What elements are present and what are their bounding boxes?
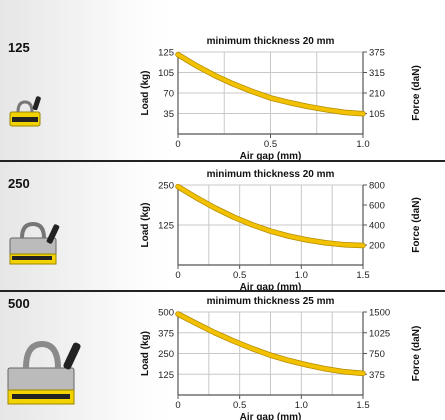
load-curve — [176, 52, 365, 116]
x-tick-label: 0 — [175, 400, 180, 411]
chart-title: minimum thickness 20 mm — [207, 36, 335, 47]
y-axis-label: Load (kg) — [140, 203, 151, 248]
chart-panel-125: 125 minimum thickness 20 mm 125 105 70 35 375… — [0, 0, 445, 162]
y-axis-label: Load (kg) — [140, 331, 151, 376]
x-tick-label: 0 — [175, 270, 180, 281]
section-divider — [0, 290, 445, 292]
y-tick-label: 35 — [163, 109, 174, 120]
y-tick-label: 250 — [158, 181, 174, 192]
y-right-tick-label: 800 — [369, 181, 385, 192]
x-tick-label: 1.5 — [356, 270, 369, 281]
y-right-tick-label: 375 — [369, 370, 385, 381]
x-tick-label: 0 — [175, 139, 180, 150]
y-right-tick-label: 200 — [369, 241, 385, 252]
y-tick-label: 125 — [158, 48, 174, 59]
y-axis-right-label: Force (daN) — [411, 197, 422, 253]
y-right-tick-label: 105 — [369, 109, 385, 120]
y-axis-right-label: Force (daN) — [411, 326, 422, 382]
y-axis-right-label: Force (daN) — [411, 65, 422, 121]
x-tick-label: 0.5 — [233, 400, 246, 411]
y-right-tick-label: 210 — [369, 89, 385, 100]
load-curve — [176, 312, 365, 376]
y-tick-label: 70 — [163, 89, 174, 100]
y-right-tick-label: 375 — [369, 48, 385, 59]
x-tick-label: 1.0 — [356, 139, 369, 150]
y-right-tick-label: 750 — [369, 349, 385, 360]
y-right-tick-label: 315 — [369, 68, 385, 79]
chart-panel-250: 250 minimum thickness 20 mm 250 125 800 600 4… — [0, 162, 445, 293]
chart-panel-500: 500 minimum thickness 25 mm 500 375 250 125 1… — [0, 292, 445, 420]
x-axis-label: Air gap (mm) — [240, 282, 302, 293]
magnet-lifter-icon — [7, 340, 81, 405]
magnet-lifter-icon — [9, 221, 60, 265]
y-tick-label: 250 — [158, 349, 174, 360]
chart-title: minimum thickness 25 mm — [207, 296, 335, 307]
y-right-tick-label: 600 — [369, 201, 385, 212]
y-right-tick-label: 1500 — [369, 308, 390, 319]
model-label: 250 — [8, 176, 30, 191]
load-chart-125: minimum thickness 20 mm 125 105 70 35 375 315 2… — [140, 36, 422, 162]
load-chart-250: minimum thickness 20 mm 250 125 800 600 400 20… — [140, 169, 422, 293]
y-tick-label: 375 — [158, 328, 174, 339]
y-tick-label: 125 — [158, 221, 174, 232]
section-divider — [0, 160, 445, 162]
y-tick-label: 125 — [158, 370, 174, 381]
load-chart-500: minimum thickness 25 mm 500 375 250 125 1500 1… — [140, 296, 422, 420]
x-tick-label: 1.5 — [356, 400, 369, 411]
y-tick-label: 500 — [158, 308, 174, 319]
x-tick-label: 0.5 — [233, 270, 246, 281]
model-label: 500 — [8, 296, 30, 311]
x-axis-label: Air gap (mm) — [240, 151, 302, 162]
y-tick-label: 105 — [158, 68, 174, 79]
y-right-tick-label: 1025 — [369, 328, 390, 339]
load-curve — [176, 184, 365, 248]
x-axis-label: Air gap (mm) — [240, 412, 302, 420]
magnet-lifter-icon — [9, 96, 41, 127]
x-tick-label: 0.5 — [264, 139, 277, 150]
y-right-tick-label: 400 — [369, 221, 385, 232]
y-axis-label: Load (kg) — [140, 71, 151, 116]
chart-title: minimum thickness 20 mm — [207, 169, 335, 180]
x-tick-label: 1.0 — [295, 400, 308, 411]
x-tick-label: 1.0 — [295, 270, 308, 281]
model-label: 125 — [8, 40, 30, 55]
